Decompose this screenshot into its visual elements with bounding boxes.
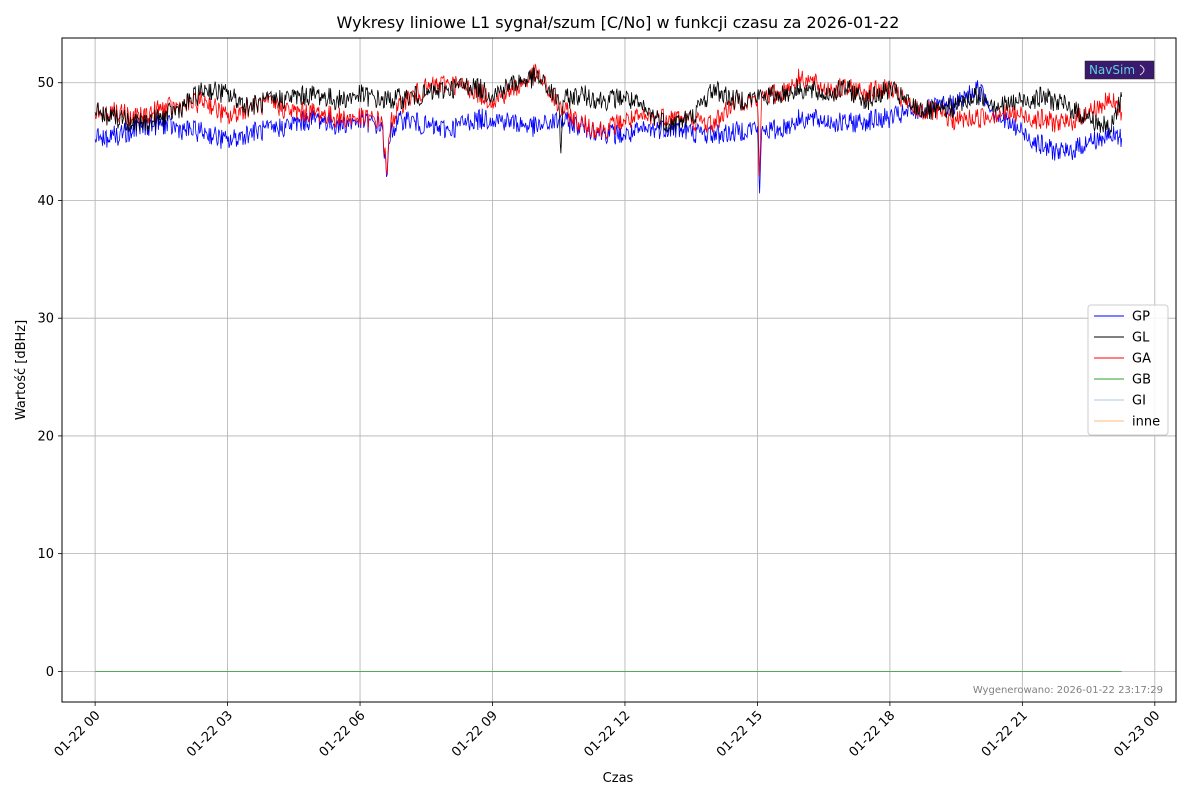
x-tick-label: 01-23 00 [1111,708,1163,760]
y-tick-label: 50 [37,76,54,91]
generated-timestamp: Wygenerowano: 2026-01-22 23:17:29 [973,685,1163,696]
legend-label-ga: GA [1132,352,1151,367]
y-tick-label: 40 [37,194,54,209]
x-tick-label: 01-22 00 [52,708,104,760]
plot-area-frame [61,37,1177,703]
chart-title: Wykresy liniowe L1 sygnał/szum [C/No] w … [337,13,900,32]
series-line-gl [94,67,1123,154]
x-tick-label: 01-22 12 [582,708,634,760]
x-tick-label: 01-22 21 [979,708,1031,760]
series-line-ga [94,63,1123,177]
legend-label-gb: GB [1132,373,1151,388]
y-tick-label: 0 [46,665,54,680]
logo-text: NavSim [1089,63,1135,77]
legend-label-gi: GI [1132,394,1146,409]
legend-label-gl: GL [1132,331,1150,346]
y-tick-label: 10 [37,547,54,562]
legend-label-gp: GP [1132,310,1150,325]
series-line-gp [94,80,1123,194]
x-tick-label: 01-22 06 [317,708,369,760]
y-axis-ticks: 0 10 20 30 40 50 [37,76,62,680]
y-axis-title: Wartość [dBHz] [14,320,29,420]
legend: GP GL GA GB GI inne [1087,304,1169,436]
x-tick-label: 01-22 18 [846,708,898,760]
y-tick-label: 30 [37,312,54,327]
y-tick-label: 20 [37,429,54,444]
x-axis-ticks: 01-22 00 01-22 03 01-22 06 01-22 09 01-22 12… [52,702,1163,760]
x-tick-label: 01-22 09 [449,708,501,760]
grid-lines [62,38,1176,702]
x-tick-label: 01-22 15 [714,708,766,760]
x-tick-label: 01-22 03 [184,708,236,760]
x-axis-title: Czas [603,771,634,786]
series-lines [94,63,1123,672]
legend-label-inne: inne [1132,415,1160,430]
navsim-logo: NavSim [1084,60,1155,80]
